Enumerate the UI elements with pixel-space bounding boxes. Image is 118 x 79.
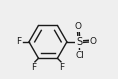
Text: F: F — [32, 63, 37, 72]
Text: S: S — [76, 37, 82, 47]
Text: O: O — [90, 37, 97, 46]
Text: F: F — [16, 37, 21, 46]
Text: F: F — [59, 63, 64, 72]
Text: O: O — [75, 22, 82, 31]
Text: Cl: Cl — [75, 51, 84, 60]
